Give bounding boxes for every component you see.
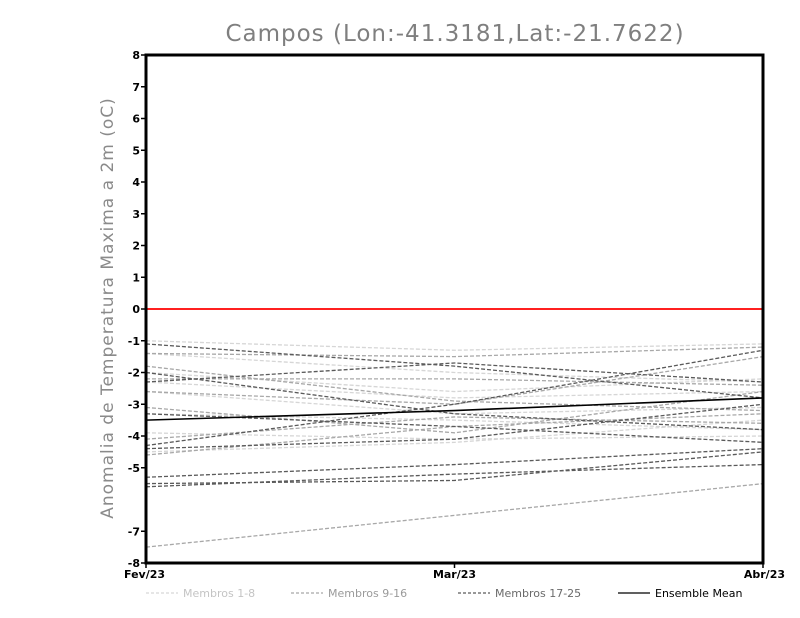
- chart-title: Campos (Lon:-41.3181,Lat:-21.7622): [225, 21, 684, 47]
- y-tick-label: -3: [128, 398, 140, 411]
- series-line-group3-member2: [145, 448, 764, 478]
- legend: Membros 1-8 Membros 9-16 Membros 17-25 Ense…: [146, 587, 742, 600]
- ensemble-mean-line: [145, 397, 764, 421]
- series-line-group1-member7: [145, 419, 764, 453]
- plot-area: [145, 308, 764, 548]
- legend-label: Membros 9-16: [328, 587, 407, 600]
- series-line-group2-member1: [145, 482, 764, 548]
- series-line-group1-member1: [145, 340, 764, 351]
- series-line-group1-member3: [145, 381, 764, 399]
- x-tick-label: Abr/23: [744, 568, 785, 581]
- y-tick-label: 1: [132, 271, 140, 284]
- series-line-group1-member8: [145, 371, 764, 393]
- series-line-group3-member5: [145, 403, 764, 450]
- y-tick-label: 6: [132, 113, 140, 126]
- series-line-group2-member3: [146, 378, 764, 386]
- y-tick-label: 7: [132, 81, 140, 94]
- y-tick-label: 4: [132, 176, 140, 189]
- series-line-group3-member6: [145, 413, 764, 443]
- series-line-group3-member4: [145, 349, 764, 447]
- y-tick-label: 5: [132, 144, 140, 157]
- legend-label: Membros 1-8: [183, 587, 255, 600]
- series-line-group2-member6: [145, 365, 764, 412]
- x-tick-label: Mar/23: [433, 568, 476, 581]
- y-tick-label: 0: [132, 303, 140, 316]
- y-tick-label: -7: [128, 525, 140, 538]
- y-tick-label: -2: [128, 367, 140, 380]
- series-line-group2-member5: [145, 390, 764, 434]
- y-tick-label: 2: [132, 240, 140, 253]
- series-line-group3-member8: [145, 343, 764, 399]
- series-line-group1-member2: [145, 352, 764, 383]
- y-tick-label: -5: [128, 462, 140, 475]
- y-tick-label: 3: [132, 208, 140, 221]
- y-tick-label: 8: [132, 49, 140, 62]
- y-tick-label: -4: [128, 430, 141, 443]
- y-tick-label: -8: [128, 557, 140, 570]
- x-tick-label: Fev/23: [124, 568, 165, 581]
- series-line-group1-member4: [145, 390, 764, 415]
- legend-label: Membros 17-25: [495, 587, 581, 600]
- y-tick-label: -1: [128, 335, 140, 348]
- series-line-group3-member7: [145, 371, 764, 431]
- y-axis-label: Anomalia de Temperatura Maxima a 2m (oC): [98, 97, 118, 519]
- plot-frame: [144, 53, 765, 565]
- legend-label: Ensemble Mean: [655, 587, 742, 600]
- series-line-group2-member2: [145, 346, 764, 358]
- series-line-group3-member3: [145, 463, 764, 488]
- series-line-group3-member9: [145, 362, 764, 383]
- series-line-group2-member7: [145, 355, 764, 405]
